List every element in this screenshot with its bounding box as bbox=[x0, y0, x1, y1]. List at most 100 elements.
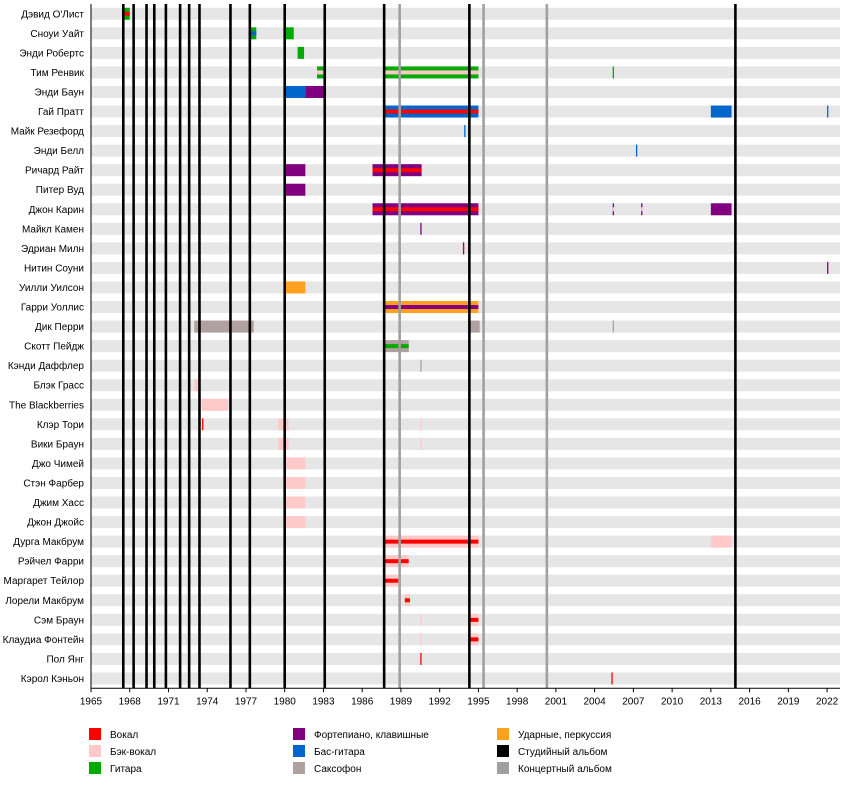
member-label: Нитин Соуни bbox=[24, 263, 84, 274]
legend-swatch-drums bbox=[497, 728, 509, 740]
x-tick-label: 2019 bbox=[777, 696, 800, 707]
row-background bbox=[91, 555, 840, 568]
member-label: Рэйчел Фарри bbox=[18, 557, 84, 568]
x-tick-label: 1986 bbox=[351, 696, 374, 707]
row-background bbox=[91, 144, 840, 157]
member-label: Майкл Камен bbox=[22, 224, 84, 235]
row-background bbox=[91, 652, 840, 665]
album-lines bbox=[121, 4, 737, 689]
bar-guitar bbox=[384, 344, 409, 349]
legend-swatch-sax bbox=[293, 762, 305, 774]
legend-swatch-keys bbox=[293, 728, 305, 740]
row-background bbox=[91, 281, 840, 294]
member-label: The Blackberries bbox=[9, 400, 84, 411]
member-label: Кэнди Даффлер bbox=[8, 360, 85, 372]
bar-bass bbox=[827, 105, 829, 118]
legend-label-vocals: Вокал bbox=[110, 730, 138, 741]
bar-vocals bbox=[469, 617, 479, 622]
x-tick-label: 1992 bbox=[429, 696, 452, 707]
bar-keys bbox=[284, 183, 306, 196]
legend-label-guitar: Гитара bbox=[110, 764, 142, 775]
member-label: Энди Баун bbox=[35, 87, 84, 98]
member-label: Дурга Макбрум bbox=[13, 536, 84, 548]
row-background bbox=[91, 594, 840, 607]
row-background bbox=[91, 379, 840, 392]
legend-label-drums: Ударные, перкуссия bbox=[518, 730, 611, 741]
legend-swatch-backing bbox=[89, 745, 101, 757]
member-label: Сноуи Уайт bbox=[30, 29, 84, 40]
member-label: Гарри Уоллис bbox=[21, 303, 84, 314]
row-background bbox=[91, 340, 840, 353]
bar-backing bbox=[316, 70, 325, 75]
x-tick-label: 2004 bbox=[584, 696, 607, 707]
bar-vocals bbox=[404, 598, 410, 603]
row-background bbox=[91, 496, 840, 509]
bar-backing bbox=[284, 457, 306, 470]
member-label: Дэвид О'Лист bbox=[21, 9, 84, 20]
row-background bbox=[91, 261, 840, 274]
bar-backing bbox=[284, 516, 306, 529]
row-background bbox=[91, 85, 840, 98]
bar-backing bbox=[420, 437, 422, 450]
bar-backing bbox=[384, 70, 479, 75]
bar-vocals bbox=[384, 109, 479, 114]
bar-vocals bbox=[202, 418, 204, 431]
bar-guitar bbox=[284, 27, 294, 40]
x-tick-label: 1977 bbox=[235, 696, 258, 707]
row-background bbox=[91, 672, 840, 685]
member-label: Питер Вуд bbox=[36, 185, 84, 196]
member-label: Энди Робертс bbox=[19, 47, 84, 59]
member-label: Кэрол Кэньон bbox=[21, 674, 84, 685]
member-label: Джо Чимей bbox=[32, 459, 84, 470]
row-background bbox=[91, 27, 840, 40]
row-background bbox=[91, 633, 840, 646]
row-background bbox=[91, 457, 840, 470]
x-tick-label: 1971 bbox=[157, 696, 180, 707]
bar-backing bbox=[420, 613, 422, 626]
member-label: Маргарет Тейлор bbox=[4, 576, 85, 587]
bar-backing bbox=[612, 207, 615, 212]
legend: Вокал Бэк-вокал Гитара Фортепиано, клавишны… bbox=[89, 728, 612, 775]
bar-keys bbox=[420, 222, 422, 235]
bar-backing bbox=[420, 418, 422, 431]
legend-swatch-bass bbox=[293, 745, 305, 757]
x-tick-label: 2001 bbox=[545, 696, 568, 707]
legend-swatch-vocals bbox=[89, 728, 101, 740]
bar-vocals bbox=[123, 11, 130, 16]
member-label: Тим Ренвик bbox=[31, 68, 85, 79]
member-label: Уилли Уилсон bbox=[19, 283, 84, 294]
member-label: Энди Белл bbox=[34, 146, 85, 157]
member-label: Гай Пратт bbox=[38, 107, 84, 118]
bar-vocals bbox=[469, 637, 479, 642]
bar-keys bbox=[827, 261, 829, 274]
bar-sax bbox=[420, 359, 422, 372]
legend-label-backing: Бэк-вокал bbox=[110, 747, 156, 758]
member-label: Пол Янг bbox=[46, 654, 84, 665]
bar-keys bbox=[384, 305, 479, 310]
bar-vocals bbox=[462, 246, 465, 251]
x-tick-label: 2007 bbox=[622, 696, 645, 707]
member-label: Майк Резефорд bbox=[11, 126, 84, 138]
member-label: Джим Хасс bbox=[33, 498, 84, 509]
member-label: Клаудиа Фонтейн bbox=[3, 635, 84, 646]
legend-swatch-guitar bbox=[89, 762, 101, 774]
bar-vocals bbox=[384, 559, 409, 564]
bar-backing bbox=[202, 398, 228, 411]
bar-sax bbox=[612, 320, 615, 333]
bar-bass bbox=[635, 144, 638, 157]
legend-swatch-studio bbox=[497, 745, 509, 757]
row-background bbox=[91, 222, 840, 235]
row-background bbox=[91, 574, 840, 587]
row-background bbox=[91, 46, 840, 59]
bar-vocals bbox=[420, 652, 422, 665]
bar-vocals bbox=[372, 207, 479, 212]
bar-bass bbox=[249, 31, 257, 36]
x-tick-label: 1998 bbox=[506, 696, 529, 707]
legend-label-bass: Бас-гитара bbox=[314, 747, 365, 758]
x-tick-label: 1995 bbox=[467, 696, 490, 707]
member-label: Стэн Фарбер bbox=[23, 477, 84, 489]
x-tick-label: 2013 bbox=[700, 696, 723, 707]
member-bars bbox=[123, 7, 829, 685]
member-label: Скотт Пейдж bbox=[24, 342, 84, 353]
